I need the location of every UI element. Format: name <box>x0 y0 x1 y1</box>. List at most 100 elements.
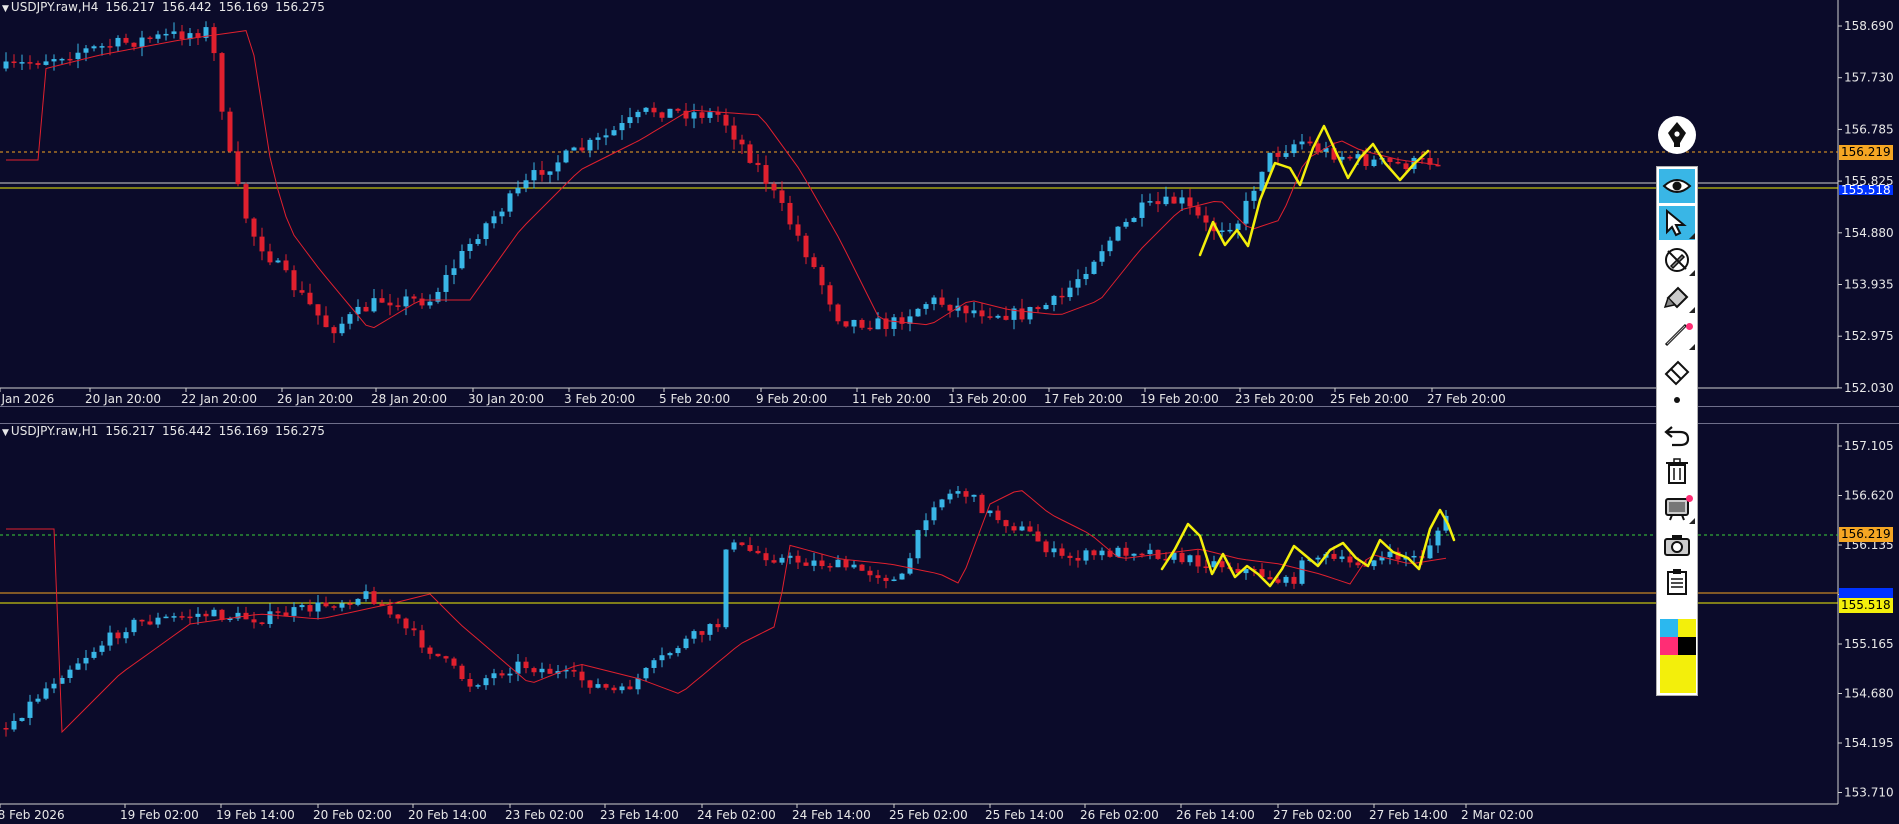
tool-clipboard-button[interactable] <box>1659 565 1695 599</box>
tool-eraser-button[interactable] <box>1659 354 1695 388</box>
bear-candle <box>1307 141 1313 144</box>
h4-chart-panel[interactable]: ▼ USDJPY.raw,H4 156.217 156.442 156.169 156.2… <box>0 0 1899 406</box>
bear-candle <box>1075 557 1081 561</box>
bull-candle <box>203 27 209 38</box>
price-level-label: 157.730 <box>1844 71 1894 85</box>
freehand-drawing[interactable] <box>1160 508 1456 588</box>
tool-brush-size-button[interactable] <box>1659 389 1695 411</box>
tool-trash-button[interactable] <box>1659 454 1695 488</box>
bull-candle <box>1283 153 1289 157</box>
collapse-triangle-icon[interactable]: ▼ <box>2 428 9 438</box>
bear-candle <box>283 260 289 271</box>
bull-candle <box>667 108 673 118</box>
bear-candle <box>987 316 993 318</box>
bear-candle <box>995 510 1001 521</box>
bear-candle <box>443 656 449 659</box>
bull-candle <box>355 306 361 315</box>
time-label: 20 Feb 02:00 <box>313 808 392 822</box>
bull-candle <box>643 667 649 679</box>
bear-candle <box>499 673 505 676</box>
time-label: 5 Feb 20:00 <box>659 392 730 406</box>
bull-candle <box>99 645 105 652</box>
tool-undo-button[interactable] <box>1659 417 1695 451</box>
bull-candle <box>3 61 9 69</box>
time-label: 13 Feb 20:00 <box>948 392 1027 406</box>
bull-candle <box>1211 561 1217 568</box>
bull-candle <box>955 305 961 311</box>
price-level-label: 156.620 <box>1844 489 1894 503</box>
time-label: 19 Feb 02:00 <box>120 808 199 822</box>
bear-candle <box>1179 552 1185 563</box>
undo-icon <box>1664 426 1690 447</box>
bear-candle <box>259 622 265 625</box>
h1-hidden-price-tag: 155.518 <box>1839 598 1893 613</box>
tool-display-button[interactable] <box>1659 491 1695 525</box>
bull-candle <box>627 117 633 124</box>
bull-candle <box>659 655 665 661</box>
bear-candle <box>195 33 201 38</box>
bull-candle <box>651 660 657 668</box>
bull-candle <box>75 663 81 670</box>
bull-candle <box>1339 156 1345 160</box>
bear-candle <box>795 555 801 563</box>
h1-chart-panel[interactable]: ▼ USDJPY.raw,H1 156.217 156.442 156.169 156.2… <box>0 424 1899 824</box>
bull-candle <box>811 560 817 566</box>
pen-toggle-button[interactable] <box>1658 116 1696 154</box>
h4-current-price-tag: 156.219 <box>1839 145 1893 160</box>
tool-line-button[interactable] <box>1659 317 1695 351</box>
tool-screenshot-button[interactable] <box>1659 528 1695 562</box>
bear-candle <box>819 267 825 286</box>
bear-candle <box>219 609 225 620</box>
color-swatch-pink[interactable] <box>1660 637 1678 655</box>
bear-candle <box>1155 201 1161 205</box>
freehand-drawing[interactable] <box>1198 124 1430 257</box>
bear-candle <box>395 305 401 307</box>
bear-candle <box>323 602 329 607</box>
bull-candle <box>1139 202 1145 218</box>
bull-candle <box>475 239 481 244</box>
bull-candle <box>931 507 937 521</box>
bear-candle <box>1035 307 1041 310</box>
bull-candle <box>1011 308 1017 320</box>
bull-candle <box>163 616 169 619</box>
bull-candle <box>211 609 217 617</box>
bear-candle <box>883 318 889 329</box>
bull-candle <box>1115 226 1121 241</box>
bull-candle <box>1299 560 1305 584</box>
tool-disable-pen-button[interactable] <box>1659 243 1695 277</box>
bull-candle <box>1411 555 1417 558</box>
bull-candle <box>1147 549 1153 554</box>
collapse-triangle-icon[interactable]: ▼ <box>2 4 9 14</box>
bull-candle <box>59 58 65 61</box>
time-label: 24 Feb 02:00 <box>697 808 776 822</box>
price-level-label: 156.785 <box>1844 122 1894 136</box>
tool-eye-button[interactable] <box>1659 169 1695 203</box>
h1-close: 156.275 <box>275 424 325 438</box>
h4-price-chart[interactable]: 158.690 157.730 156.785 155.825 154.880 153.9… <box>0 0 1899 406</box>
panel-separator[interactable] <box>0 406 1899 424</box>
candles <box>3 485 1449 737</box>
h1-price-chart[interactable]: 157.105156.620156.135155.650155.165154.6… <box>0 424 1899 824</box>
tool-cursor-button[interactable] <box>1659 206 1695 240</box>
price-level-label: 155.825 <box>1844 174 1894 188</box>
current-color-swatch[interactable] <box>1660 655 1696 693</box>
bull-candle <box>1235 223 1241 230</box>
bull-candle <box>1051 548 1057 553</box>
bear-candle <box>811 257 817 268</box>
bull-candle <box>547 171 553 175</box>
bear-candle <box>387 302 393 306</box>
bull-candle <box>1371 159 1377 166</box>
bear-candle <box>411 296 417 299</box>
bull-candle <box>507 193 513 212</box>
bear-candle <box>1403 163 1409 170</box>
color-swatch-yellow[interactable] <box>1678 619 1696 637</box>
color-swatch-black[interactable] <box>1678 637 1696 655</box>
bull-candle <box>1187 555 1193 563</box>
bear-candle <box>1267 577 1273 580</box>
bear-candle <box>3 728 9 730</box>
color-swatch-blue[interactable] <box>1660 619 1678 637</box>
bull-candle <box>611 130 617 136</box>
tool-highlighter-button[interactable] <box>1659 280 1695 314</box>
bear-candle <box>699 631 705 635</box>
bull-candle <box>1179 197 1185 204</box>
